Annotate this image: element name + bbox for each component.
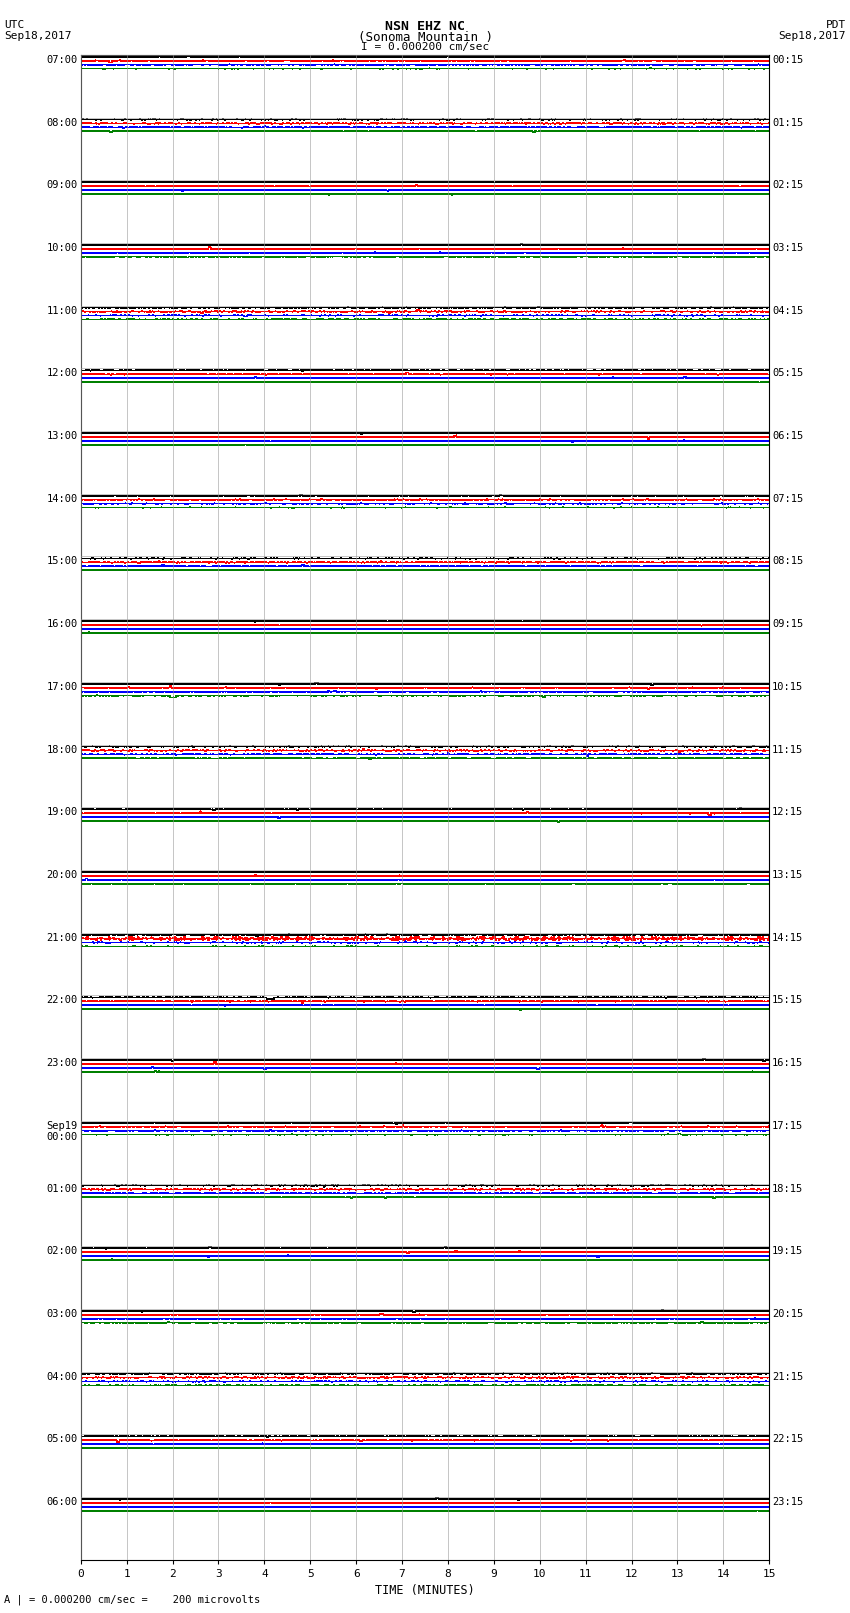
Text: Sep18,2017: Sep18,2017 [779, 31, 846, 40]
Text: NSN EHZ NC: NSN EHZ NC [385, 19, 465, 34]
Text: PDT: PDT [825, 19, 846, 31]
Text: UTC: UTC [4, 19, 25, 31]
Text: (Sonoma Mountain ): (Sonoma Mountain ) [358, 31, 492, 44]
Text: Sep18,2017: Sep18,2017 [4, 31, 71, 40]
X-axis label: TIME (MINUTES): TIME (MINUTES) [375, 1584, 475, 1597]
Text: I = 0.000200 cm/sec: I = 0.000200 cm/sec [361, 42, 489, 52]
Text: A | = 0.000200 cm/sec =    200 microvolts: A | = 0.000200 cm/sec = 200 microvolts [4, 1594, 260, 1605]
